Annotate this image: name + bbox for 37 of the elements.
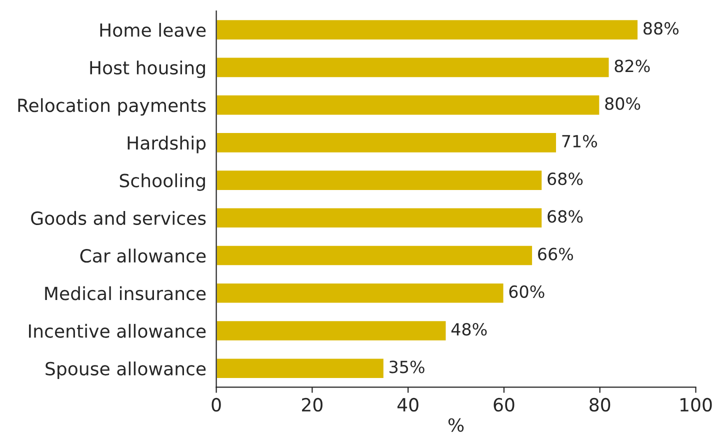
data-label: 48% — [451, 323, 487, 336]
x-tick-label: 100 — [680, 398, 712, 412]
bar — [216, 132, 558, 154]
data-label: 68% — [548, 172, 583, 186]
y-tick-label: Hardship — [128, 136, 206, 154]
data-label: 82% — [614, 60, 650, 72]
x-axis-title: % — [448, 418, 464, 432]
y-tick-label: Spouse allowance — [46, 362, 206, 380]
y-tick-label: Car allowance — [80, 248, 206, 263]
bar — [216, 244, 534, 267]
bar — [216, 94, 601, 116]
bar — [216, 320, 448, 342]
y-tick-label: Goods and services — [31, 211, 206, 226]
x-tick-label: 40 — [397, 398, 418, 412]
data-label: 66% — [538, 248, 574, 260]
x-tick-label: 20 — [302, 398, 322, 412]
y-tick-label: Medical insurance — [45, 286, 206, 300]
bar — [216, 282, 505, 304]
bar — [216, 206, 544, 229]
y-tick-label: Relocation payments — [18, 98, 206, 116]
x-tick-label: 0 — [212, 398, 221, 412]
bar — [216, 56, 610, 78]
data-label: 60% — [509, 285, 544, 298]
bar — [216, 18, 639, 41]
data-label: 88% — [644, 22, 679, 35]
data-label: 71% — [562, 134, 598, 148]
y-tick-label: Host housing — [90, 60, 205, 78]
data-label: 35% — [390, 360, 424, 374]
data-label: 80% — [605, 97, 640, 110]
y-tick-label: Schooling — [120, 173, 205, 191]
y-tick-label: Incentive allowance — [29, 324, 206, 338]
x-tick-label: 80 — [590, 398, 610, 412]
bar — [216, 169, 544, 192]
bar — [216, 357, 385, 380]
x-tick-label: 60 — [494, 398, 514, 412]
data-label: 68% — [548, 210, 583, 223]
y-tick-label: Home leave — [100, 22, 206, 37]
